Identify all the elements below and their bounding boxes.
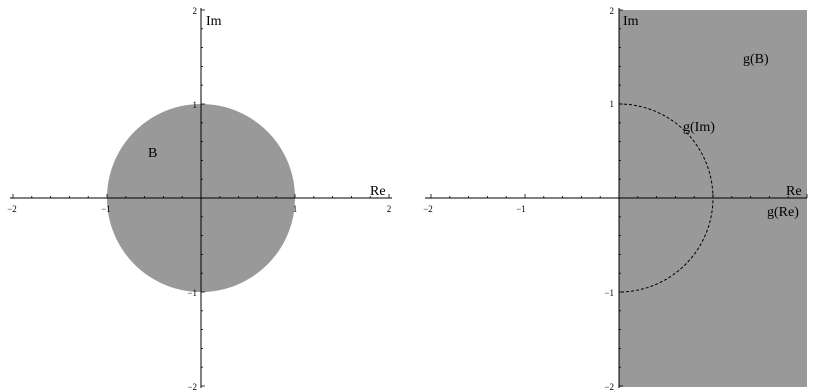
right-tick-label-y-1: 1 <box>610 99 615 109</box>
right-tick-label-y-2: 2 <box>610 6 615 16</box>
g-im-curve-label: g(Im) <box>683 120 715 135</box>
left-panel: −2 −1 1 2 2 1 −1 −2 Im Re B <box>7 6 392 392</box>
left-tick-label-x-neg1: −1 <box>101 204 111 214</box>
right-tick-label-y-neg2: −2 <box>604 382 614 392</box>
left-tick-label-x-neg2: −2 <box>7 204 17 214</box>
right-tick-label-x-neg2: −2 <box>423 204 433 214</box>
left-tick-label-x-2: 2 <box>387 204 392 214</box>
region-label-b: B <box>148 146 157 161</box>
right-panel: −2 −1 2 1 −1 −2 Im Re g(Re) g(B) g(Im) <box>423 6 808 392</box>
left-real-axis-label: Re <box>370 184 386 199</box>
left-imag-axis-label: Im <box>206 14 222 29</box>
left-tick-label-y-1: 1 <box>193 100 198 110</box>
left-tick-marks <box>12 9 390 387</box>
left-tick-label-y-neg1: −1 <box>187 288 197 298</box>
right-tick-label-y-neg1: −1 <box>604 288 614 298</box>
right-tick-label-x-neg1: −1 <box>516 204 526 214</box>
g-re-label: g(Re) <box>767 205 799 220</box>
left-tick-label-y-neg2: −2 <box>187 382 197 392</box>
right-tick-marks <box>430 9 808 387</box>
right-real-axis-label: Re <box>786 184 802 199</box>
right-imag-axis-label: Im <box>623 14 639 29</box>
left-tick-label-y-2: 2 <box>193 6 198 16</box>
left-tick-label-x-1: 1 <box>293 204 298 214</box>
region-label-g-b: g(B) <box>743 52 769 67</box>
